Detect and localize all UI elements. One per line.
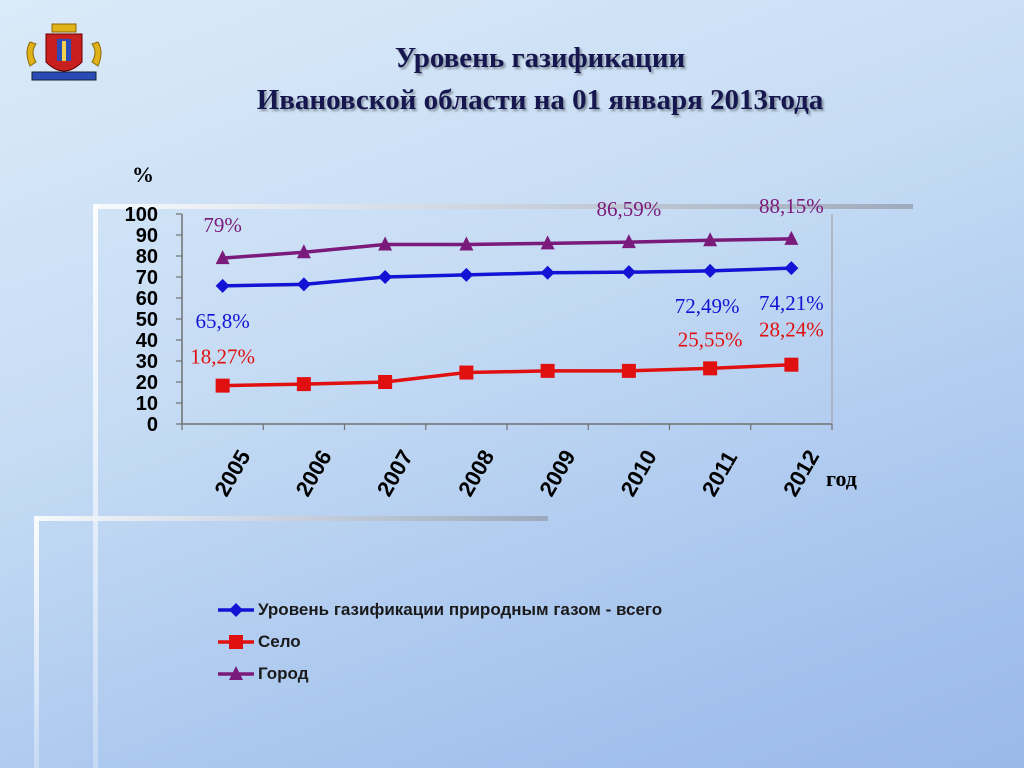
data-point-city	[540, 235, 555, 250]
decor-line-left-lower	[34, 516, 39, 768]
y-tick-label: 90	[136, 225, 158, 247]
y-tick-label: 70	[136, 267, 158, 289]
x-tick-label: 2007	[372, 446, 418, 501]
data-point-village	[378, 375, 393, 389]
data-point-village	[703, 361, 718, 376]
slide-title-line-2: Ивановской области на 01 января 2013года	[256, 84, 824, 116]
x-tick-label: 2011	[697, 447, 743, 501]
data-point-total	[215, 278, 230, 293]
decor-line-middle	[36, 516, 548, 521]
data-point-village	[784, 357, 799, 372]
data-point-village	[459, 365, 474, 380]
legend-symbol	[229, 603, 243, 617]
data-point-city	[621, 234, 636, 249]
y-tick-label: 20	[136, 372, 158, 394]
legend-symbol	[229, 635, 243, 649]
data-label-city: 88,15%	[759, 194, 824, 218]
legend-label: Село	[258, 632, 301, 651]
legend-label: Город	[258, 664, 309, 683]
data-point-total	[540, 265, 555, 280]
y-tick-label: 30	[136, 351, 158, 373]
x-tick-label: 2010	[616, 446, 662, 501]
legend-label: Уровень газификации природным газом - вс…	[258, 600, 663, 619]
data-point-total	[621, 265, 636, 280]
data-point-city	[784, 230, 799, 245]
data-label-village: 28,24%	[759, 318, 824, 342]
legend-marker-total	[218, 603, 254, 617]
decor-line-left	[93, 204, 98, 768]
y-tick-label: 10	[136, 393, 158, 415]
data-label-village: 25,55%	[678, 327, 743, 351]
legend-item-city: Город	[218, 658, 662, 690]
data-point-city	[296, 244, 311, 259]
y-tick-label: 100	[125, 204, 158, 226]
data-point-village	[215, 378, 230, 393]
data-point-total	[296, 277, 311, 292]
slide-title-line-1: Уровень газификации	[394, 42, 686, 74]
data-point-total	[378, 270, 393, 284]
data-point-city	[703, 232, 718, 247]
decor-line-top	[95, 204, 913, 209]
legend-marker-village	[218, 635, 254, 649]
data-label-total: 74,21%	[759, 291, 824, 315]
data-point-city	[459, 236, 474, 251]
chart-legend: Уровень газификации природным газом - вс…	[218, 594, 662, 690]
data-label-village: 18,27%	[190, 345, 255, 369]
series-line-city	[222, 237, 792, 260]
legend-item-village: Село	[218, 626, 662, 658]
y-tick-label: 0	[147, 414, 158, 436]
y-tick-label: 80	[136, 246, 158, 268]
data-label-total: 72,49%	[675, 294, 740, 318]
x-axis-unit-label: год	[826, 466, 857, 491]
data-point-village	[621, 363, 636, 378]
y-tick-label: 50	[136, 309, 158, 331]
data-label-total: 65,8%	[196, 309, 250, 333]
coat-of-arms-icon	[26, 23, 102, 81]
series-line-village	[222, 362, 792, 388]
data-point-total	[703, 263, 718, 278]
legend-item-total: Уровень газификации природным газом - вс…	[218, 594, 662, 626]
y-tick-label: 40	[136, 330, 158, 352]
data-point-total	[459, 267, 474, 282]
y-axis-unit-label: %	[132, 162, 154, 187]
data-point-village	[296, 377, 311, 392]
x-tick-label: 2005	[209, 446, 255, 501]
legend-marker-city	[218, 666, 254, 680]
data-point-city	[215, 250, 230, 265]
series-line-total	[222, 266, 792, 288]
y-tick-label: 60	[136, 288, 158, 310]
data-point-village	[540, 363, 555, 378]
data-label-city: 86,59%	[597, 197, 662, 221]
legend-symbol	[229, 666, 243, 680]
x-tick-label: 2012	[778, 446, 824, 501]
x-tick-label: 2008	[453, 446, 499, 501]
x-tick-label: 2009	[534, 446, 580, 501]
x-tick-label: 2006	[291, 446, 337, 501]
data-point-total	[784, 261, 799, 276]
data-label-city: 79%	[203, 213, 242, 237]
data-point-city	[378, 236, 393, 251]
